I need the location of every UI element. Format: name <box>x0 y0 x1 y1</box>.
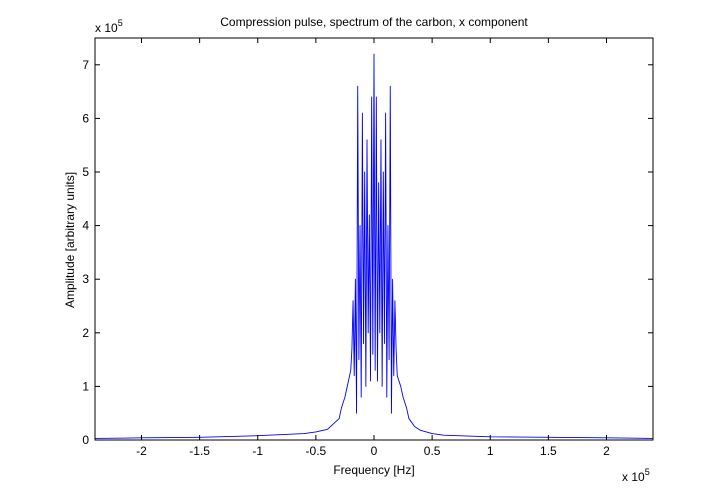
x-axis-ticks <box>141 38 607 440</box>
x-axis-tick-labels: -2 -1.5 -1 -0.5 0 0.5 1 1.5 2 <box>136 444 610 458</box>
x-tick-label: -1 <box>252 444 263 458</box>
spectrum-line-0 <box>94 53 654 439</box>
y-axis-tick-labels: 0 1 2 3 4 5 6 7 <box>82 58 89 447</box>
y-multiplier-base: x 10 <box>95 21 118 35</box>
y-tick-label: 5 <box>82 165 89 179</box>
y-axis-ticks <box>95 64 653 441</box>
x-multiplier-base: x 10 <box>622 470 645 484</box>
x-tick-label: 2 <box>603 444 610 458</box>
series-layer <box>94 53 654 439</box>
chart-title: Compression pulse, spectrum of the carbo… <box>220 15 528 29</box>
x-multiplier-exponent: 5 <box>645 467 650 477</box>
y-axis-label: Amplitude [arbitrary units] <box>63 172 77 308</box>
y-tick-label: 3 <box>82 272 89 286</box>
y-tick-label: 6 <box>82 111 89 125</box>
y-axis-multiplier: x 105 <box>95 18 123 35</box>
x-tick-label: -0.5 <box>306 444 327 458</box>
y-tick-label: 1 <box>82 379 89 393</box>
y-tick-label: 4 <box>82 219 89 233</box>
y-tick-label: 0 <box>82 433 89 447</box>
x-axis-label: Frequency [Hz] <box>333 463 414 477</box>
y-tick-label: 2 <box>82 326 89 340</box>
x-tick-label: -2 <box>136 444 147 458</box>
x-tick-label: 1.5 <box>540 444 557 458</box>
x-axis-multiplier: x 105 <box>622 467 650 484</box>
x-tick-label: 0 <box>371 444 378 458</box>
x-tick-label: 0.5 <box>424 444 441 458</box>
y-multiplier-exponent: 5 <box>118 18 123 28</box>
y-tick-label: 7 <box>82 58 89 72</box>
x-tick-label: -1.5 <box>189 444 210 458</box>
x-tick-label: 1 <box>487 444 494 458</box>
